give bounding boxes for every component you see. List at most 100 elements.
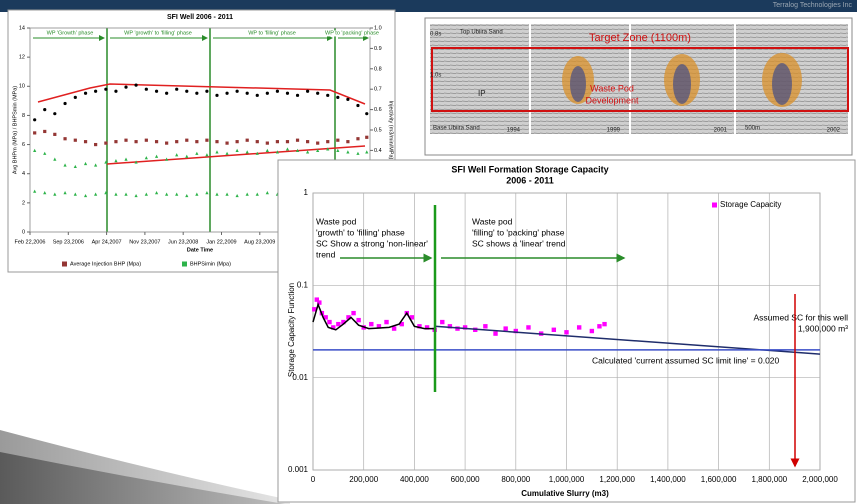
point: [104, 88, 107, 91]
y-tick-label: 0.001: [288, 465, 309, 474]
point: [365, 136, 368, 139]
point: [602, 322, 606, 326]
x-tick-label: 2,000,000: [802, 475, 838, 484]
chart-subtitle: 2006 - 2011: [506, 175, 554, 185]
x-tick-label: Sep 23,2006: [53, 239, 84, 245]
point: [286, 92, 289, 95]
pod: [772, 63, 792, 105]
y-tick-label: 10: [19, 84, 25, 90]
y-tick-label: 6: [22, 142, 25, 148]
y2-tick-label: 0.5: [374, 127, 382, 133]
point: [526, 325, 530, 329]
point: [351, 311, 355, 315]
point: [53, 112, 56, 115]
legend-label: Average Injection BHP (Mpa): [70, 261, 141, 267]
point: [74, 96, 77, 99]
time-label: 1.0s: [430, 73, 441, 79]
point: [597, 324, 601, 328]
point: [316, 92, 319, 95]
point: [336, 96, 339, 99]
company: Terralog Technologies Inc: [773, 2, 853, 9]
y2-tick-label: 0.4: [374, 148, 382, 154]
point: [225, 142, 228, 145]
point: [134, 84, 137, 87]
y-axis-label: Storage Capacity Function: [287, 283, 296, 377]
point: [63, 102, 66, 105]
pod: [570, 66, 586, 102]
year-label: 1994: [507, 128, 521, 134]
annotation: 1,900,000 m³: [798, 323, 848, 333]
x-tick-label: Aug 23,2009: [244, 239, 275, 245]
point: [84, 92, 87, 95]
x-tick-label: 1,800,000: [752, 475, 788, 484]
point: [356, 104, 359, 107]
point: [336, 139, 339, 142]
waste-pod-label: Waste Pod: [590, 83, 634, 93]
point: [326, 140, 329, 143]
x-tick-label: 1,000,000: [549, 475, 585, 484]
point: [236, 140, 239, 143]
point: [134, 140, 137, 143]
annotation: SC Show a strong 'non-linear': [316, 238, 428, 248]
y-tick-label: 12: [19, 55, 25, 61]
point: [185, 90, 188, 93]
annotation: WP 'growth' to 'filling' phase: [124, 30, 192, 36]
point: [266, 142, 269, 145]
x-tick-label: 800,000: [501, 475, 530, 484]
point: [104, 142, 107, 145]
y-tick-label: 0: [22, 229, 25, 235]
annotation: Assumed SC for this well: [754, 312, 849, 322]
y-tick-label: 2: [22, 200, 25, 206]
point: [94, 143, 97, 146]
point: [225, 92, 228, 95]
waste-pod-label: Development: [585, 95, 639, 105]
annotation: WP 'Growth' phase: [47, 30, 94, 36]
x-tick-label: Feb 22,2006: [15, 239, 46, 245]
point: [63, 137, 66, 140]
pod: [673, 64, 691, 104]
x-tick-label: 600,000: [451, 475, 480, 484]
point: [493, 331, 497, 335]
legend-swatch: [62, 262, 67, 267]
y-tick-label: 0.1: [297, 280, 309, 289]
year-label: 2001: [714, 128, 728, 134]
point: [440, 320, 444, 324]
x-axis-label: Date Time: [187, 247, 213, 253]
point: [114, 140, 117, 143]
x-tick-label: 1,200,000: [599, 475, 635, 484]
point: [327, 320, 331, 324]
point: [215, 140, 218, 143]
x-tick-label: Nov 23,2007: [129, 239, 160, 245]
x-tick-label: Jan 22,2009: [206, 239, 236, 245]
point: [392, 326, 396, 330]
scale-label: 500m: [745, 126, 760, 132]
y-tick-label: 8: [22, 113, 25, 119]
point: [296, 94, 299, 97]
capacity-chart: 0.0010.010.110200,000400,000600,000800,0…: [278, 160, 855, 502]
base-label: Base Ubiira Sand: [433, 126, 480, 132]
point: [316, 142, 319, 145]
x-axis-label: Cumulative Slurry (m3): [521, 489, 609, 498]
annotation: SC shows a 'linear' trend: [472, 238, 566, 248]
annotation: Waste pod: [472, 216, 513, 226]
top-label: Top Ubiira Sand: [460, 30, 503, 36]
point: [236, 90, 239, 93]
annotation: 'filling' to 'packing' phase: [472, 227, 565, 237]
annotation: Waste pod: [316, 216, 357, 226]
y2-tick-label: 0.8: [374, 66, 382, 72]
point: [43, 108, 46, 111]
point: [246, 139, 249, 142]
point: [155, 140, 158, 143]
y-axis-label: Avg BHPm (MPa) / BHPSmin (MPa): [12, 86, 18, 174]
point: [384, 320, 388, 324]
point: [346, 98, 349, 101]
point: [326, 94, 329, 97]
point: [205, 139, 208, 142]
point: [356, 318, 360, 322]
point: [503, 326, 507, 330]
point: [195, 92, 198, 95]
point: [175, 88, 178, 91]
point: [590, 329, 594, 333]
ip-label: IP: [478, 89, 486, 98]
point: [74, 139, 77, 142]
